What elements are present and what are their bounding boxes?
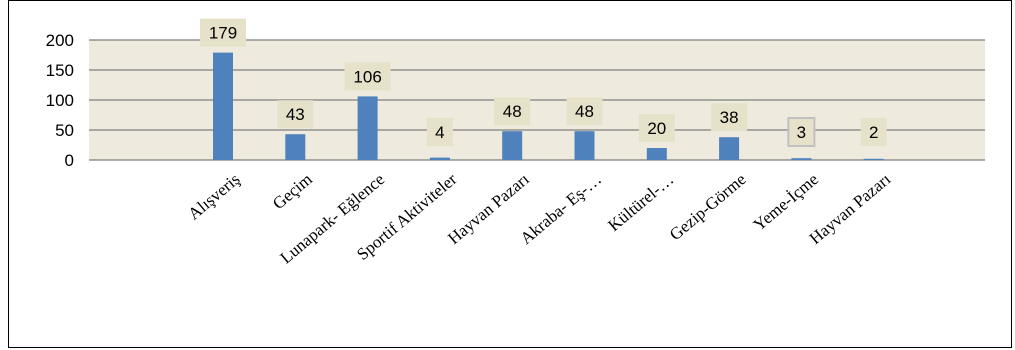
data-label-text: 38	[720, 108, 739, 127]
x-category-label: Kültürel-…	[604, 170, 677, 236]
x-category-label: Gezip-Görme	[666, 170, 750, 245]
y-tick-label: 150	[46, 61, 74, 80]
bar	[646, 148, 667, 160]
data-label-box	[566, 97, 603, 126]
data-label: 4	[426, 118, 453, 146]
data-labels: 179 43 106 4 48 48 20 38 3 2	[200, 18, 887, 147]
data-label-box	[277, 100, 314, 129]
chart-frame: 0 50 100 150 200 179 43 106 4 48 48 20 38 3 2 Alışver…	[8, 0, 1012, 348]
data-label-text: 2	[869, 123, 878, 142]
bar	[791, 158, 812, 160]
gridlines	[89, 39, 985, 161]
bar	[863, 158, 884, 160]
data-label-box	[638, 114, 675, 142]
data-label: 179	[200, 18, 246, 47]
bar	[357, 96, 378, 160]
y-tick-label: 0	[65, 151, 74, 170]
bar	[429, 157, 450, 160]
bars	[213, 52, 884, 160]
x-category-label: Yeme-İçme	[750, 170, 822, 235]
data-label-text: 3	[797, 123, 806, 142]
data-label-text: 20	[647, 119, 666, 138]
data-label-box	[860, 118, 887, 146]
data-label-box	[711, 103, 748, 132]
data-label: 48	[566, 97, 603, 126]
data-label-text: 43	[286, 105, 305, 124]
data-label-text: 48	[503, 102, 522, 121]
data-label-box	[344, 62, 391, 91]
data-label-box	[426, 118, 453, 146]
bar-chart: 0 50 100 150 200 179 43 106 4 48 48 20 38 3 2 Alışver…	[46, 18, 985, 267]
data-label-text: 48	[575, 102, 594, 121]
bar	[502, 131, 523, 160]
data-label: 48	[494, 97, 531, 126]
data-label-text: 106	[353, 67, 381, 86]
data-label-box	[787, 117, 816, 147]
data-label-box	[494, 97, 531, 126]
data-label: 3	[787, 117, 816, 147]
x-category-label: Geçim	[269, 170, 316, 214]
y-axis-ticks: 0 50 100 150 200	[46, 31, 74, 170]
y-tick-label: 50	[55, 121, 74, 140]
data-label-box	[200, 18, 246, 47]
x-category-label: Alışveriş	[184, 170, 243, 224]
data-label-text: 4	[435, 123, 444, 142]
data-label: 38	[711, 103, 748, 132]
bar	[574, 131, 595, 160]
data-label-text: 179	[209, 24, 237, 43]
data-label: 20	[638, 114, 675, 142]
bar	[285, 134, 306, 160]
y-tick-label: 100	[46, 91, 74, 110]
data-label: 43	[277, 100, 314, 129]
data-label: 2	[860, 118, 887, 146]
data-label: 106	[344, 62, 391, 91]
y-tick-label: 200	[46, 31, 74, 50]
bar	[213, 52, 233, 160]
bar	[719, 137, 740, 160]
